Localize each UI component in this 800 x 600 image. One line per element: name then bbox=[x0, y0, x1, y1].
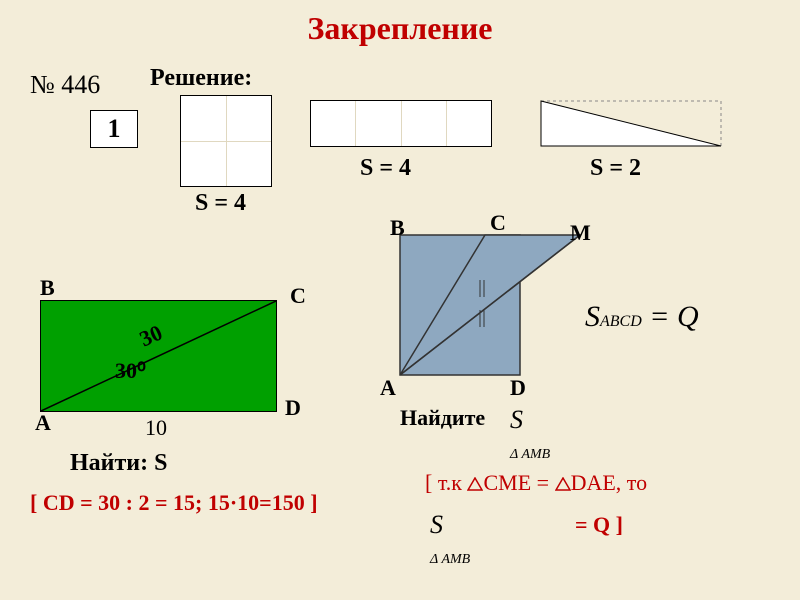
triangle-icon bbox=[467, 477, 483, 491]
proof-eq-q: = Q ] bbox=[575, 512, 623, 538]
triangle-area: S = 2 bbox=[590, 155, 641, 182]
grid-4x1 bbox=[310, 100, 492, 147]
formula-samb-2: S Δ AMB bbox=[430, 510, 470, 570]
vertex-d-left: D bbox=[285, 395, 301, 421]
solution-label: Решение: bbox=[150, 65, 252, 92]
grid-2x2 bbox=[180, 95, 272, 187]
formula-samb: S Δ AMB bbox=[510, 405, 550, 465]
triangle-figure bbox=[540, 100, 730, 150]
formula-sub-amb2: Δ AMB bbox=[430, 552, 470, 567]
formula-s3: S bbox=[430, 510, 443, 539]
find-label-right: Найдите bbox=[400, 405, 485, 431]
vertex-b-left: B bbox=[40, 275, 55, 301]
vertex-a-right: A bbox=[380, 375, 396, 401]
formula-sub-amb: Δ AMB bbox=[510, 447, 550, 462]
proof-line: [ т.к CME = DAE, то bbox=[425, 470, 647, 496]
vertex-a-left: A bbox=[35, 410, 51, 436]
angle-30: 30⁰ bbox=[115, 358, 146, 384]
problem-number: № 446 bbox=[30, 70, 100, 100]
vertex-m-right: M bbox=[570, 220, 591, 246]
formula-eq: = Q bbox=[649, 300, 698, 333]
base-10: 10 bbox=[145, 415, 167, 441]
green-diagonal bbox=[41, 301, 276, 411]
green-rectangle bbox=[40, 300, 277, 412]
vertex-c-right: C bbox=[490, 210, 506, 236]
formula-s2: S bbox=[510, 405, 523, 434]
page-title: Закрепление bbox=[0, 10, 800, 47]
step-box-1: 1 bbox=[90, 110, 138, 148]
right-figure bbox=[390, 225, 590, 385]
vertex-b-right: B bbox=[390, 215, 405, 241]
vertex-c-left: C bbox=[290, 283, 306, 309]
grid-4x1-area: S = 4 bbox=[360, 155, 411, 182]
grid-2x2-area: S = 4 bbox=[195, 190, 246, 217]
find-s-label: Найти: S bbox=[70, 450, 167, 477]
formula-sabcd: SABCD = Q bbox=[585, 300, 699, 334]
triangle-icon bbox=[555, 477, 571, 491]
formula-s: S bbox=[585, 300, 600, 333]
formula-sub: ABCD bbox=[600, 313, 642, 330]
answer-left: [ CD = 30 : 2 = 15; 15·10=150 ] bbox=[30, 490, 318, 516]
vertex-d-right: D bbox=[510, 375, 526, 401]
